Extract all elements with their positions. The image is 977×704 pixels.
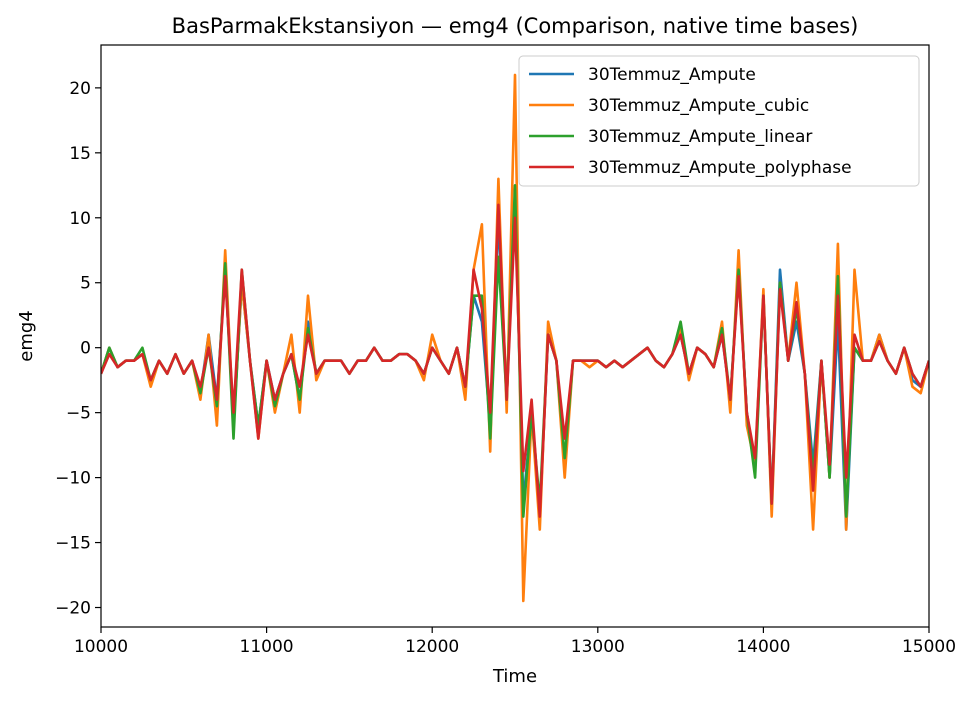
series-line-4 [101,203,929,518]
x-tick-label: 14000 [736,637,790,657]
legend-label: 30Temmuz_Ampute [588,65,756,85]
legend: 30Temmuz_Ampute 30Temmuz_Ampute_cubic 30Te… [518,55,920,187]
y-axis: −20 −15 −10 −5 0 5 10 15 20 [55,79,101,619]
y-tick-label: 10 [69,209,91,229]
y-tick-label: −15 [55,534,91,554]
x-tick-label: 15000 [902,637,956,657]
x-tick-label: 10000 [74,637,128,657]
x-tick-label: 13000 [571,637,625,657]
y-tick-label: 0 [80,339,91,359]
x-tick-label: 12000 [405,637,459,657]
plot-frame [100,44,930,628]
legend-box [518,55,920,187]
series-layer [101,73,929,603]
y-tick-label: −5 [66,404,91,424]
legend-label: 30Temmuz_Ampute_cubic [588,96,809,116]
x-tick-label: 11000 [240,637,294,657]
x-axis-label: Time [492,666,537,687]
legend-label: 30Temmuz_Ampute_polyphase [588,158,852,178]
y-tick-label: −10 [55,469,91,489]
y-tick-label: 5 [80,274,91,294]
y-tick-label: −20 [55,599,91,619]
y-tick-label: 20 [69,79,91,99]
chart-title: BasParmakEkstansiyon — emg4 (Comparison,… [172,14,859,38]
y-tick-label: 15 [69,144,91,164]
legend-label: 30Temmuz_Ampute_linear [588,127,812,147]
x-axis: 10000 11000 12000 13000 14000 15000 [74,627,956,657]
y-axis-label: emg4 [16,310,37,362]
